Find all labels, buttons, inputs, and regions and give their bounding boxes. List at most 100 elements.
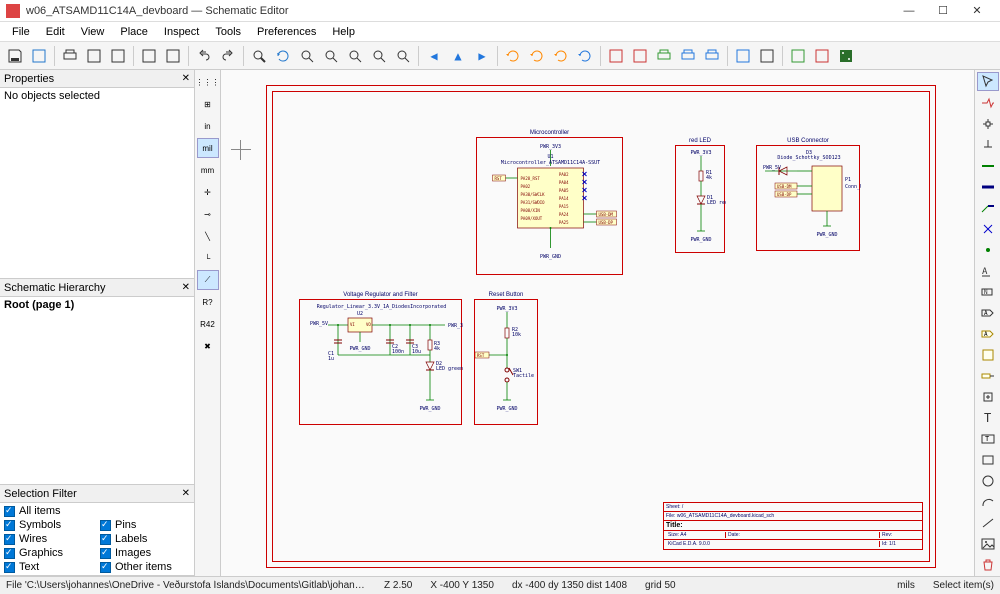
highlight-net-button[interactable] (977, 93, 999, 112)
menu-place[interactable]: Place (112, 24, 156, 40)
rotate-ccw-button[interactable] (502, 45, 524, 67)
line-90-button[interactable]: └ (197, 248, 219, 268)
filter-pins[interactable]: Pins (100, 519, 190, 531)
no-connect-button[interactable] (977, 219, 999, 238)
symbol-editor-button[interactable] (605, 45, 627, 67)
hierarchy-body[interactable]: Root (page 1) (0, 297, 194, 313)
rotate-cw-button[interactable] (526, 45, 548, 67)
bom-export-button[interactable] (107, 45, 129, 67)
filter-text[interactable]: Text (4, 561, 94, 573)
schematic-block[interactable]: Reset Button PWR_3V3 R2 10k RST SW1 Tact… (474, 299, 538, 425)
sym-fields-button[interactable]: R42 (197, 314, 219, 334)
draw-bus-button[interactable] (977, 177, 999, 196)
sync-pins-button[interactable] (977, 387, 999, 406)
line-45-button[interactable]: ⟋ (197, 270, 219, 290)
search-button[interactable] (248, 45, 270, 67)
menu-tools[interactable]: Tools (207, 24, 249, 40)
hidden-pins-button[interactable]: ⊸ (197, 204, 219, 224)
delete-button[interactable] (977, 555, 999, 574)
text-button[interactable]: T (977, 408, 999, 427)
window-close-button[interactable]: ✕ (960, 0, 994, 21)
nav-fwd-button[interactable]: ▶ (471, 45, 493, 67)
hierarchy-root[interactable]: Root (page 1) (4, 299, 74, 311)
mirror-h-button[interactable] (574, 45, 596, 67)
grid-dots-button[interactable]: ⋮⋮⋮ (197, 72, 219, 92)
free-angle-button[interactable]: ╲ (197, 226, 219, 246)
properties-close-icon[interactable]: ✕ (182, 73, 190, 84)
filter-symbols[interactable]: Symbols (4, 519, 94, 531)
schematic-setup-button[interactable] (28, 45, 50, 67)
board-editor-button[interactable] (835, 45, 857, 67)
circle-button[interactable] (977, 471, 999, 490)
footprint-editor-button[interactable] (653, 45, 675, 67)
schematic-canvas[interactable]: Sheet: / File: w06_ATSAMD11C14A_devboard… (221, 70, 974, 576)
hier-sheet-button[interactable] (977, 345, 999, 364)
net-class-button[interactable]: N (977, 282, 999, 301)
sheet-pin-button[interactable] (977, 366, 999, 385)
window-min-button[interactable]: — (892, 0, 926, 21)
zoom-fit-button[interactable] (344, 45, 366, 67)
add-power-button[interactable] (977, 135, 999, 154)
nav-up-button[interactable]: ▲ (447, 45, 469, 67)
schematic-block[interactable]: Voltage Regulator and Filter Regulator_L… (299, 299, 462, 425)
draw-wire-button[interactable] (977, 156, 999, 175)
save-button[interactable] (4, 45, 26, 67)
annotate-button[interactable] (787, 45, 809, 67)
hierarchy-close-icon[interactable]: ✕ (182, 282, 190, 293)
menu-file[interactable]: File (4, 24, 38, 40)
wire-entry-button[interactable] (977, 198, 999, 217)
rectangle-button[interactable] (977, 450, 999, 469)
plotter-button[interactable] (83, 45, 105, 67)
zoom-in-button[interactable] (296, 45, 318, 67)
refresh-button[interactable] (272, 45, 294, 67)
unit-mil-button[interactable]: mil (197, 138, 219, 158)
filter-other-items[interactable]: Other items (100, 561, 190, 573)
menu-view[interactable]: View (73, 24, 113, 40)
annotate-tb-button[interactable]: R? (197, 292, 219, 312)
menu-inspect[interactable]: Inspect (156, 24, 207, 40)
filter-graphics[interactable]: Graphics (4, 547, 94, 559)
junction-button[interactable] (977, 240, 999, 259)
line-button[interactable] (977, 513, 999, 532)
nav-back-button[interactable]: ◀ (423, 45, 445, 67)
footprint-preview-button[interactable] (677, 45, 699, 67)
filter-labels[interactable]: Labels (100, 533, 190, 545)
symbol-browser-button[interactable] (629, 45, 651, 67)
unit-in-button[interactable]: in (197, 116, 219, 136)
menu-preferences[interactable]: Preferences (249, 24, 324, 40)
zoom-out-button[interactable] (320, 45, 342, 67)
menu-edit[interactable]: Edit (38, 24, 73, 40)
print-button[interactable] (59, 45, 81, 67)
select-button[interactable] (977, 72, 999, 91)
arc-button[interactable] (977, 492, 999, 511)
add-symbol-button[interactable] (977, 114, 999, 133)
full-cross-button[interactable]: ✛ (197, 182, 219, 202)
settings-button[interactable]: ✖ (197, 336, 219, 356)
undo-button[interactable] (193, 45, 215, 67)
textbox-button[interactable]: T (977, 429, 999, 448)
hier-label-button[interactable]: A (977, 324, 999, 343)
simulator-button[interactable] (756, 45, 778, 67)
filter-wires[interactable]: Wires (4, 533, 94, 545)
window-max-button[interactable]: ☐ (926, 0, 960, 21)
unit-mm-button[interactable]: mm (197, 160, 219, 180)
copy-button[interactable] (162, 45, 184, 67)
paste-button[interactable] (138, 45, 160, 67)
schematic-block[interactable]: USB Connector D3 Diode_Schottky_SOD123 P… (756, 145, 860, 251)
zoom-objects-button[interactable] (368, 45, 390, 67)
schematic-block[interactable]: red LED PWR_3V3 R1 4k D1 LED red PWR_GND (675, 145, 725, 253)
erc-button[interactable] (732, 45, 754, 67)
zoom-selection-button[interactable] (392, 45, 414, 67)
label-button[interactable]: A (977, 261, 999, 280)
filter-images[interactable]: Images (100, 547, 190, 559)
schematic-block[interactable]: Microcontroller PWR_3V3 U1 Microcontroll… (476, 137, 623, 275)
mirror-v-button[interactable] (550, 45, 572, 67)
menu-help[interactable]: Help (324, 24, 363, 40)
grid-lines-button[interactable]: ⊞ (197, 94, 219, 114)
footprint-assign-button[interactable] (701, 45, 723, 67)
bom-button[interactable] (811, 45, 833, 67)
redo-button[interactable] (217, 45, 239, 67)
global-label-button[interactable]: A (977, 303, 999, 322)
image-button[interactable] (977, 534, 999, 553)
filter-all-items[interactable]: All items (4, 505, 94, 517)
